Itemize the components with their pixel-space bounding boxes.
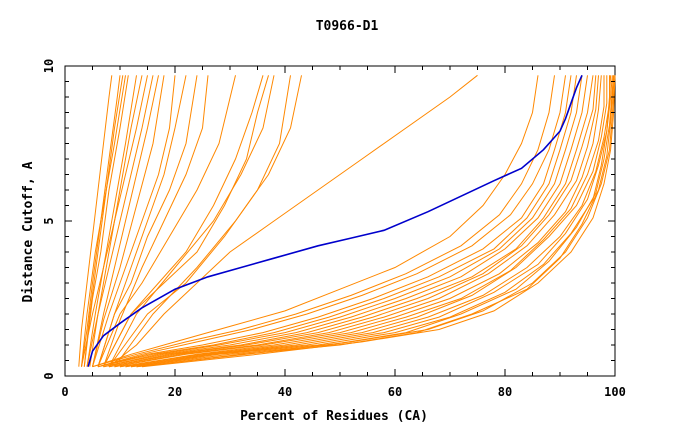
x-tick-label: 100: [604, 385, 626, 399]
series-line-3: [83, 75, 124, 367]
series-line-32: [114, 75, 599, 368]
series-line-41: [136, 75, 616, 368]
series-line-31: [108, 75, 597, 368]
series-line-37: [125, 75, 612, 368]
series-line-19: [108, 75, 275, 367]
x-tick-label: 40: [278, 385, 292, 399]
chart-title: T0966-D1: [316, 19, 379, 34]
series-line-6: [86, 75, 137, 367]
series-layer: [78, 74, 616, 368]
series-line-4: [81, 75, 126, 367]
y-tick-label: 5: [42, 217, 56, 224]
series-line-22: [108, 74, 478, 368]
x-tick-label: 60: [388, 385, 402, 399]
series-line-11: [92, 75, 165, 367]
series-line-29: [103, 75, 588, 368]
y-tick-label: 10: [42, 59, 56, 73]
series-line-9: [86, 75, 154, 367]
series-line-8: [81, 75, 148, 367]
x-axis-label: Percent of Residues (CA): [240, 409, 428, 424]
highlight-layer: [87, 74, 583, 367]
series-line-17: [103, 75, 264, 367]
x-tick-label: 20: [168, 385, 182, 399]
series-line-10: [92, 75, 159, 367]
y-tick-label: 0: [42, 372, 56, 379]
series-line-23: [92, 75, 539, 368]
x-tick-label: 80: [498, 385, 512, 399]
series-line-33: [114, 75, 602, 368]
series-line-27: [97, 75, 577, 368]
series-line-25: [97, 75, 566, 368]
highlight-series-line: [87, 74, 583, 367]
series-line-18: [103, 75, 269, 367]
series-line-42: [141, 75, 616, 368]
series-line-24: [92, 75, 555, 368]
series-line-38: [130, 75, 613, 368]
series-line-12: [92, 75, 176, 367]
x-tick-label: 0: [61, 385, 68, 399]
series-line-15: [103, 75, 209, 367]
series-line-21: [114, 75, 302, 367]
y-axis-label: Distance Cutoff, A: [21, 161, 36, 302]
series-line-30: [108, 75, 594, 368]
series-line-20: [108, 75, 291, 367]
series-line-26: [97, 75, 572, 368]
series-line-28: [103, 75, 583, 368]
series-line-16: [97, 75, 236, 367]
series-line-1: [78, 75, 113, 367]
series-line-5: [83, 75, 129, 367]
ticks-layer: 0 20 40 60 80 100 0 5 10: [42, 59, 626, 399]
series-line-35: [119, 75, 608, 368]
series-line-14: [97, 75, 198, 367]
series-line-36: [125, 75, 610, 368]
